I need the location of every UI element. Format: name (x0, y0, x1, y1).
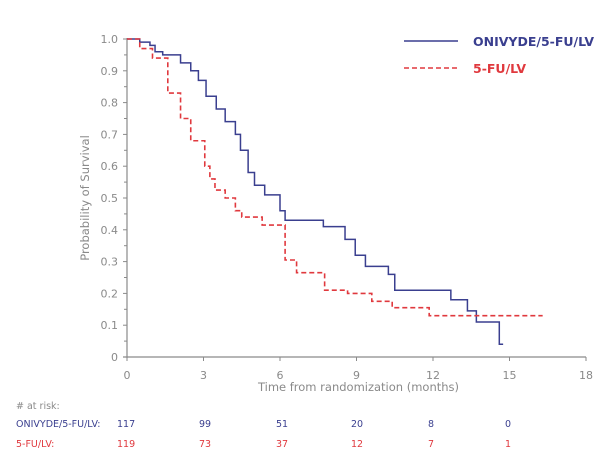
y-axis-title: Probability of Survival (78, 135, 92, 261)
x-tick-label: 6 (277, 369, 284, 382)
x-tick-label: 0 (124, 369, 131, 382)
at-risk-value: 0 (505, 419, 512, 430)
y-tick-label: 1.0 (101, 33, 119, 46)
at-risk-value: 117 (117, 419, 136, 430)
legend-label: 5-FU/LV (473, 61, 526, 76)
at-risk-value: 12 (351, 439, 364, 450)
at-risk-header: # at risk: (16, 401, 60, 412)
series-line-onivyde (127, 38, 504, 346)
y-tick-label: 0 (111, 351, 118, 364)
at-risk-value: 99 (199, 419, 212, 430)
at-risk-label-5fu: 5-FU/LV: (16, 439, 55, 450)
y-tick-label: 0.9 (101, 65, 119, 78)
y-tick-label: 0.5 (101, 192, 119, 205)
legend-label: ONIVYDE/5-FU/LV (473, 34, 594, 49)
y-tick-label: 0.3 (101, 256, 119, 269)
y-tick-label: 0.4 (101, 224, 119, 237)
at-risk-value: 7 (428, 439, 435, 450)
at-risk-value: 20 (351, 419, 364, 430)
y-tick-label: 0.2 (101, 287, 119, 300)
y-tick-label: 0.1 (101, 319, 119, 332)
x-tick-label: 15 (503, 369, 517, 382)
x-tick-label: 18 (579, 369, 593, 382)
at-risk-label-onivyde: ONIVYDE/5-FU/LV: (16, 419, 101, 430)
at-risk-value: 119 (117, 439, 136, 450)
x-tick-label: 3 (200, 369, 207, 382)
y-tick-label: 0.7 (101, 128, 119, 141)
at-risk-value: 73 (199, 439, 212, 450)
x-axis-title: Time from randomization (months) (257, 380, 459, 394)
at-risk-value: 51 (276, 419, 289, 430)
legend: ONIVYDE/5-FU/LV 5-FU/LV (404, 34, 594, 76)
at-risk-value: 8 (428, 419, 435, 430)
at-risk-value: 1 (505, 439, 512, 450)
axes: 0 0.1 0.2 0.3 0.4 0.5 0.6 0.7 0.8 0.9 1.0 0 3 6 9 12 15 1… (101, 33, 594, 382)
series-line-5fu-lv (127, 38, 543, 317)
survival-curves (127, 38, 543, 346)
x-tick-label: 12 (426, 369, 440, 382)
y-tick-label: 0.8 (101, 97, 119, 110)
x-tick-label: 9 (353, 369, 360, 382)
y-tick-label: 0.6 (101, 160, 119, 173)
at-risk-value: 37 (276, 439, 289, 450)
